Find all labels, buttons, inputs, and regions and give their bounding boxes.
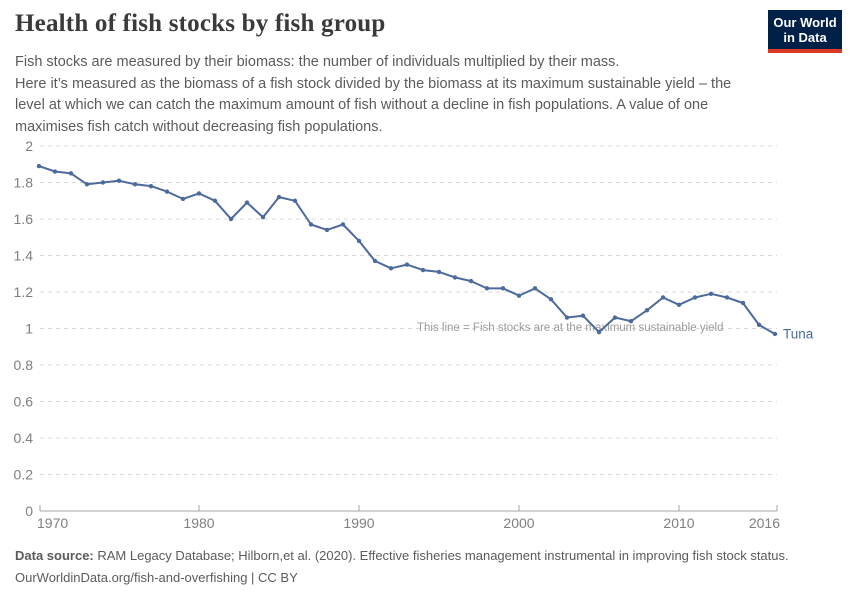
subtitle-line: Fish stocks are measured by their biomas… — [15, 54, 620, 70]
data-point[interactable] — [196, 191, 202, 196]
data-point[interactable] — [52, 169, 58, 174]
data-point[interactable] — [692, 295, 698, 300]
x-tick-label: 2016 — [749, 515, 780, 531]
data-point[interactable] — [740, 300, 746, 306]
y-tick-label: 0.8 — [14, 357, 34, 373]
data-point[interactable] — [772, 331, 778, 337]
data-point[interactable] — [36, 163, 42, 169]
owid-logo-line1: Our World — [773, 15, 837, 30]
data-point[interactable] — [132, 182, 138, 187]
y-tick-label: 1.4 — [14, 248, 34, 264]
y-tick-label: 1 — [25, 321, 33, 337]
data-point[interactable] — [612, 315, 618, 320]
data-point[interactable] — [420, 267, 426, 273]
x-axis: 1970 1980 1990 2000 2010 2016 — [37, 505, 780, 531]
data-point[interactable] — [116, 178, 122, 183]
x-tick-label: 2000 — [503, 515, 534, 531]
data-point[interactable] — [228, 216, 234, 222]
y-tick-label: 2 — [25, 138, 33, 154]
tuna-line[interactable] — [38, 165, 776, 335]
data-point[interactable] — [436, 269, 442, 275]
data-point[interactable] — [660, 295, 666, 300]
owid-logo-line2: in Data — [783, 30, 827, 45]
data-point[interactable] — [84, 182, 90, 187]
data-point[interactable] — [292, 198, 298, 203]
data-point[interactable] — [468, 278, 474, 284]
page-title: Health of fish stocks by fish group — [15, 10, 386, 37]
series-tuna[interactable]: Tuna — [36, 163, 814, 342]
data-point[interactable] — [532, 286, 538, 291]
series-label-tuna: Tuna — [783, 326, 814, 341]
data-point[interactable] — [724, 295, 730, 300]
data-source-text: RAM Legacy Database; Hilborn,et al. (202… — [93, 548, 789, 563]
y-tick-label: 1.2 — [14, 284, 34, 300]
data-point[interactable] — [756, 322, 762, 328]
gridlines — [40, 145, 777, 475]
x-tick-label: 1990 — [343, 515, 374, 531]
y-tick-label: 1.8 — [14, 175, 34, 191]
data-source-line: Data source: RAM Legacy Database; Hilbor… — [15, 545, 789, 567]
data-point[interactable] — [452, 275, 458, 280]
data-point[interactable] — [340, 222, 346, 227]
x-tick-label: 2010 — [663, 515, 694, 531]
data-point[interactable] — [68, 171, 74, 176]
chart-footer: Data source: RAM Legacy Database; Hilbor… — [15, 545, 789, 589]
subtitle-line: Here it’s measured as the biomass of a f… — [15, 75, 732, 92]
data-point[interactable] — [180, 196, 186, 202]
data-point[interactable] — [564, 315, 570, 320]
data-point[interactable] — [372, 258, 378, 264]
data-point[interactable] — [628, 319, 634, 324]
data-point[interactable] — [212, 198, 218, 203]
data-point[interactable] — [356, 238, 362, 244]
reference-line-text: This line = Fish stocks are at the maxim… — [417, 322, 723, 334]
chart-subtitle: Fish stocks are measured by their biomas… — [15, 52, 731, 138]
data-point[interactable] — [404, 262, 410, 267]
data-point[interactable] — [708, 291, 714, 297]
data-source-label: Data source: — [15, 548, 94, 563]
y-tick-label: 0 — [25, 503, 33, 519]
license-line[interactable]: OurWorldinData.org/fish-and-overfishing … — [15, 570, 298, 585]
y-tick-label: 0.4 — [14, 430, 34, 446]
data-point[interactable] — [644, 308, 650, 313]
data-point[interactable] — [388, 266, 394, 271]
data-point[interactable] — [164, 189, 170, 194]
data-point[interactable] — [308, 222, 314, 227]
data-point[interactable] — [676, 302, 682, 307]
owid-logo[interactable]: Our World in Data — [768, 10, 842, 53]
reference-line-annotation: This line = Fish stocks are at the maxim… — [417, 322, 723, 334]
y-tick-label: 1.6 — [14, 211, 34, 227]
subtitle-line: level at which we can catch the maximum … — [15, 97, 709, 113]
data-point[interactable] — [500, 286, 506, 291]
data-point[interactable] — [276, 194, 282, 200]
data-point[interactable] — [548, 297, 554, 302]
x-tick-label: 1980 — [183, 515, 214, 531]
data-point[interactable] — [484, 286, 490, 291]
data-point[interactable] — [244, 200, 250, 205]
data-point[interactable] — [260, 214, 266, 220]
subtitle-line: maximises fish catch without decreasing … — [15, 118, 383, 135]
y-tick-label: 0.2 — [14, 467, 34, 483]
data-point[interactable] — [596, 329, 602, 335]
y-axis-labels: 0 0.2 0.4 0.6 0.8 1 1.2 1.4 1.6 1.8 2 — [14, 138, 34, 519]
x-tick-label: 1970 — [37, 515, 68, 531]
data-point[interactable] — [148, 183, 154, 189]
y-tick-label: 0.6 — [14, 394, 34, 410]
data-point[interactable] — [324, 227, 330, 233]
data-point[interactable] — [580, 313, 586, 318]
data-point[interactable] — [100, 180, 106, 185]
data-point[interactable] — [516, 293, 522, 298]
